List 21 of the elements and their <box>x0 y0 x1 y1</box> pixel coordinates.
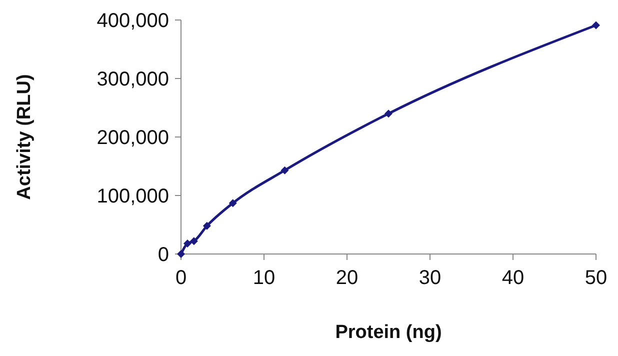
x-tick-label: 50 <box>584 267 608 289</box>
y-tick-label: 200,000 <box>96 127 169 149</box>
x-tick-label: 20 <box>336 267 358 289</box>
x-tick-label: 0 <box>175 267 187 289</box>
x-tick-label: 30 <box>418 267 442 289</box>
point <box>202 222 211 230</box>
y-axis-title: Activity (RLU) <box>14 74 35 200</box>
point <box>177 250 185 258</box>
x-tick-label: 10 <box>252 267 276 289</box>
point <box>592 21 600 30</box>
point <box>228 199 237 208</box>
y-tick-label: 100,000 <box>96 186 169 208</box>
x-axis-title: Protein (ng) <box>335 322 442 343</box>
point <box>384 110 392 118</box>
y-tick-label: 0 <box>158 244 169 266</box>
x-tick-label: 40 <box>502 267 524 289</box>
point <box>183 239 192 248</box>
point <box>190 237 198 246</box>
point <box>280 166 289 174</box>
y-tick-label: 400,000 <box>96 10 169 32</box>
y-tick-label: 300,000 <box>96 68 169 90</box>
